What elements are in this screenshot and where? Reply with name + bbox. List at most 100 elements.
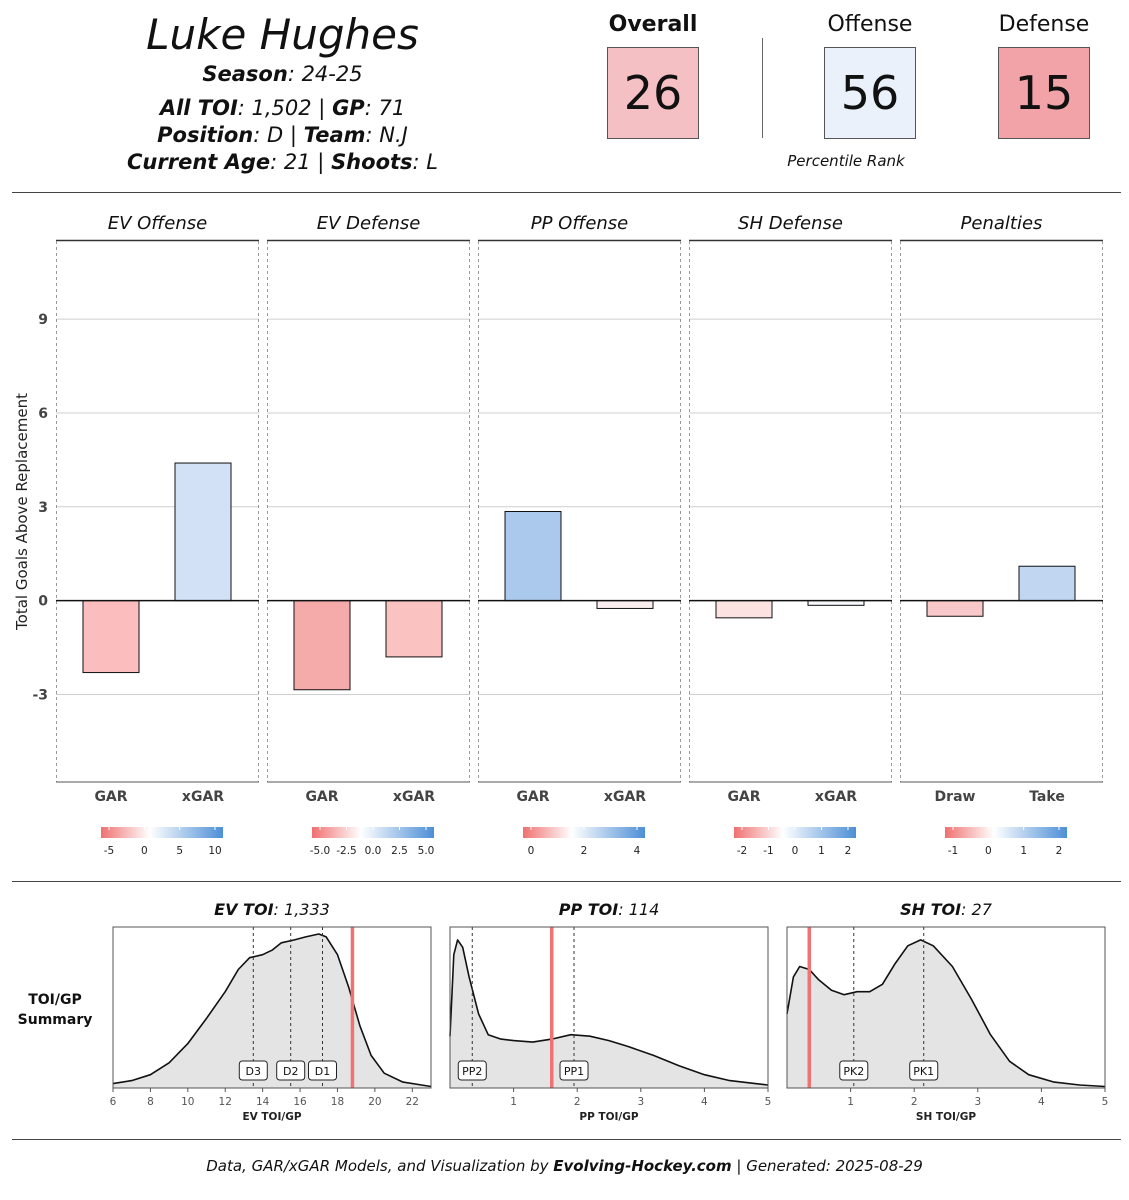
color-scale-bar — [101, 827, 223, 838]
color-scale-bar — [734, 827, 856, 838]
color-scale-label: 2 — [1056, 845, 1063, 857]
bar-gar — [504, 511, 562, 602]
y-tick-label: 6 — [38, 406, 48, 422]
y-tick-label: -3 — [32, 687, 48, 703]
marker-label-text: PP1 — [564, 1065, 584, 1078]
toi-panel: EV TOI: 1,333 D3 D2 D1 6 8 10 12 14 16 18 20 22 EV TO… — [110, 900, 432, 1123]
panel-title: EV Defense — [317, 213, 421, 234]
x-tick-label: 14 — [256, 1096, 270, 1108]
rank-divider — [762, 38, 763, 138]
x-category-label: xGAR — [604, 789, 646, 805]
line-marker-label: PK1 — [909, 1060, 939, 1081]
color-scale-bar — [523, 827, 645, 838]
marker-label-box — [559, 1060, 589, 1081]
toi-gp-line: All TOI: 1,502 | GP: 71 — [159, 96, 406, 120]
marker-label-box — [457, 1060, 487, 1081]
offense-rank-box: 56 — [824, 47, 916, 139]
line-marker-label: PK2 — [839, 1060, 869, 1081]
x-category-label: Draw — [935, 789, 976, 805]
y-tick-label: 9 — [38, 312, 48, 328]
density-area — [450, 939, 768, 1088]
marker-label-box — [238, 1060, 268, 1081]
color-scale-label: 1 — [1020, 845, 1027, 857]
y-axis-label: Total Goals Above Replacement — [13, 393, 31, 631]
color-scale-label: -2.5 — [336, 845, 357, 857]
bar-take — [1018, 565, 1076, 602]
marker-label-box — [308, 1060, 338, 1081]
marker-label-text: PK2 — [843, 1065, 864, 1078]
x-tick-label: 5 — [765, 1096, 772, 1108]
density-curve — [786, 939, 1106, 1088]
color-scale-label: 0 — [528, 845, 535, 857]
x-tick-label: 12 — [219, 1096, 232, 1108]
middle-divider — [12, 881, 1121, 882]
header-divider — [12, 192, 1121, 193]
footer-credit: Data, GAR/xGAR Models, and Visualization… — [206, 1157, 923, 1175]
overall-rank-box: 26 — [607, 47, 699, 139]
color-scale-label: -1 — [763, 845, 773, 857]
x-tick-label: 8 — [147, 1096, 154, 1108]
color-scale-label: -2 — [737, 845, 747, 857]
marker-label-text: PK1 — [913, 1065, 934, 1078]
x-tick-label: 22 — [406, 1096, 419, 1108]
x-category-label: GAR — [94, 789, 127, 805]
offense-label: Offense — [827, 12, 913, 37]
x-tick-label: 1 — [847, 1096, 854, 1108]
x-category-label: Take — [1029, 789, 1065, 805]
gar-panel: EV Defense GAR xGAR -5.0 -2.5 0.0 2.5 5.0 — [267, 213, 470, 857]
toi-panel: PP TOI: 114 PP2 PP1 1 2 3 4 5 PP TOI/GP — [449, 900, 772, 1123]
bar-xgar — [385, 600, 443, 658]
color-scale-label: 2 — [845, 845, 852, 857]
gar-bar-chart: Total Goals Above Replacement -3 0 3 6 9 EV Of… — [13, 213, 1103, 857]
defense-label: Defense — [998, 12, 1090, 37]
color-scale-label: -1 — [948, 845, 958, 857]
color-scale-bar — [945, 827, 1067, 838]
percentile-rank-label: Percentile Rank — [787, 152, 905, 170]
line-marker-label: D2 — [276, 1060, 306, 1081]
color-scale-label: -5.0 — [310, 845, 331, 857]
marker-label-box — [839, 1060, 869, 1081]
toi-summary-label-line1: TOI/GP — [28, 992, 82, 1008]
position-team-line: Position: D | Team: N.J — [157, 123, 408, 147]
x-tick-label: 5 — [1102, 1096, 1109, 1108]
marker-label-text: D2 — [283, 1065, 298, 1078]
y-tick-label: 3 — [38, 500, 48, 516]
marker-label-text: D3 — [246, 1065, 261, 1078]
gar-panel: Penalties Draw Take -1 0 1 2 — [900, 213, 1103, 857]
bar-xgar — [596, 600, 654, 609]
line-marker-label: D3 — [238, 1060, 268, 1081]
bar-gar — [293, 600, 351, 691]
x-tick-label: 4 — [701, 1096, 708, 1108]
density-area — [787, 939, 1105, 1088]
panel-title: EV Offense — [108, 213, 208, 234]
footer-divider — [12, 1139, 1121, 1140]
color-scale-label: 10 — [208, 845, 221, 857]
line-marker-label: PP2 — [457, 1060, 487, 1081]
marker-label-text: D1 — [315, 1065, 330, 1078]
toi-panel: SH TOI: 27 PK2 PK1 1 2 3 4 5 SH TOI/GP — [786, 900, 1109, 1123]
color-scale-label: 4 — [634, 845, 641, 857]
color-scale-label: 0 — [792, 845, 799, 857]
toi-panel-frame — [112, 926, 432, 1089]
color-scale-label: 5 — [176, 845, 183, 857]
age-shoots-line: Current Age: 21 | Shoots: L — [127, 150, 438, 174]
overall-label: Overall — [608, 12, 698, 37]
x-tick-label: 4 — [1038, 1096, 1045, 1108]
toi-panel-frame — [449, 926, 769, 1089]
bar-gar — [715, 600, 773, 619]
gar-panel: EV Offense GAR xGAR -5 0 5 10 — [56, 213, 259, 857]
color-scale-label: 0 — [985, 845, 992, 857]
x-category-label: xGAR — [182, 789, 224, 805]
panel-title: Penalties — [961, 213, 1043, 234]
x-tick-label: 2 — [911, 1096, 918, 1108]
color-scale-label: 5.0 — [418, 845, 435, 857]
color-scale-label: 0.0 — [365, 845, 382, 857]
bar-xgar — [174, 462, 232, 602]
marker-label-box — [276, 1060, 306, 1081]
gar-panel: PP Offense GAR xGAR 0 2 4 — [478, 213, 681, 857]
toi-panel-frame — [786, 926, 1106, 1089]
x-tick-label: 10 — [181, 1096, 194, 1108]
color-scale-label: 1 — [818, 845, 825, 857]
color-scale-label: 2.5 — [391, 845, 408, 857]
